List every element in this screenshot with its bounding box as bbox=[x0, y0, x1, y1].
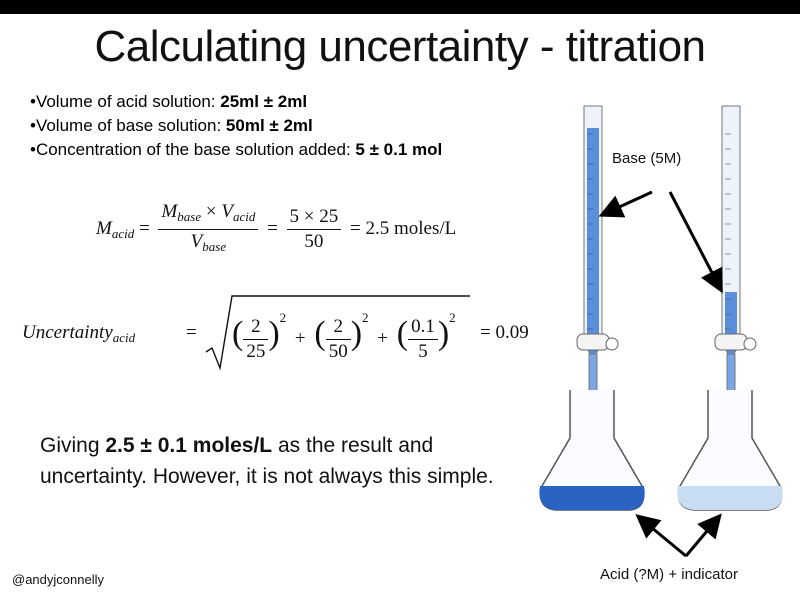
bullet-text: •Volume of acid solution: bbox=[30, 92, 221, 111]
burette-left bbox=[576, 105, 619, 411]
eq-sub: acid bbox=[111, 225, 135, 241]
eq-result: = 0.09 bbox=[480, 322, 529, 343]
titration-diagram bbox=[205, 105, 783, 558]
bullet-text: •Volume of base solution: bbox=[30, 116, 226, 135]
eq-var: V bbox=[190, 231, 203, 252]
eq-var: Uncertainty bbox=[22, 322, 113, 343]
slide: Calculating uncertainty - titration •Vol… bbox=[0, 14, 800, 602]
conclusion-text: Giving 2.5 ± 0.1 moles/L as the result a… bbox=[40, 430, 510, 492]
arrow-acid-right bbox=[684, 513, 722, 557]
eq-fraction-1: Mbase × Vacid Vbase bbox=[158, 200, 259, 259]
conclusion-part: Giving bbox=[40, 434, 106, 457]
bullet-text: •Concentration of the base solution adde… bbox=[30, 140, 356, 159]
eq-var: M bbox=[96, 217, 112, 239]
flask-left-solution bbox=[539, 486, 645, 510]
arrow-base-left bbox=[598, 190, 653, 218]
eq-den: 50 bbox=[328, 341, 348, 363]
eq-den: 25 bbox=[246, 341, 266, 363]
eq-result: = 2.5 moles/L bbox=[350, 217, 457, 239]
eq-num: 5 × 25 bbox=[286, 205, 342, 230]
eq-equals: = bbox=[267, 217, 278, 239]
eq-var: M bbox=[161, 201, 178, 222]
molarity-equation: Macid = Mbase × Vacid Vbase = 5 × 25 50 … bbox=[96, 200, 456, 259]
conclusion-result: 2.5 ± 0.1 moles/L bbox=[105, 434, 273, 457]
eq-den: 5 bbox=[418, 341, 428, 363]
bullet-base-concentration: •Concentration of the base solution adde… bbox=[30, 138, 442, 162]
eq-var: V bbox=[221, 201, 233, 222]
eq-den: 50 bbox=[304, 231, 324, 252]
bullet-base-volume: •Volume of base solution: 50ml ± 2ml bbox=[30, 114, 442, 138]
author-handle: @andyjconnelly bbox=[12, 572, 104, 587]
label-arrows bbox=[598, 190, 723, 558]
burette-right-solution bbox=[725, 292, 737, 342]
bullet-value: 50ml ± 2ml bbox=[225, 116, 313, 135]
eq-sub: acid bbox=[232, 209, 256, 224]
eq-equals: = bbox=[138, 217, 150, 239]
bullet-list: •Volume of acid solution: 25ml ± 2ml •Vo… bbox=[30, 90, 442, 162]
sqrt-sign bbox=[205, 295, 470, 371]
eq-sub: base bbox=[202, 239, 227, 254]
flask-left bbox=[539, 390, 645, 511]
base-label: Base (5M) bbox=[612, 150, 682, 167]
flask-right-solution bbox=[677, 486, 783, 510]
eq-op: × bbox=[205, 201, 217, 222]
bullet-value: 25ml ± 2ml bbox=[220, 92, 308, 111]
arrow-base-right bbox=[668, 191, 723, 294]
eq-num: 0.1 bbox=[408, 315, 438, 341]
arrow-acid-left bbox=[635, 514, 687, 558]
bullet-value: 5 ± 0.1 mol bbox=[355, 140, 443, 159]
eq-num: 2 bbox=[243, 315, 269, 341]
burette-left-solution bbox=[587, 128, 599, 342]
bullet-acid-volume: •Volume of acid solution: 25ml ± 2ml bbox=[30, 90, 442, 114]
eq-sub: acid bbox=[112, 330, 136, 345]
eq-fraction-2: 5 × 25 50 bbox=[286, 205, 342, 254]
eq-sub: base bbox=[177, 209, 202, 224]
eq-exp: 2 bbox=[449, 310, 456, 325]
acid-label: Acid (?M) + indicator bbox=[600, 566, 738, 583]
flask-right bbox=[677, 390, 783, 511]
eq-equals: = bbox=[186, 322, 197, 343]
slide-title: Calculating uncertainty - titration bbox=[94, 22, 706, 71]
conclusion-part: as the result and uncertainty. However, … bbox=[40, 434, 494, 488]
eq-exp: 2 bbox=[279, 310, 287, 325]
burette-right bbox=[714, 105, 757, 411]
eq-num: 2 bbox=[325, 315, 351, 341]
eq-exp: 2 bbox=[362, 310, 369, 325]
sqrt-body: (2 25)2 + (2 50)2 + (0.1 5)2 bbox=[232, 310, 456, 363]
